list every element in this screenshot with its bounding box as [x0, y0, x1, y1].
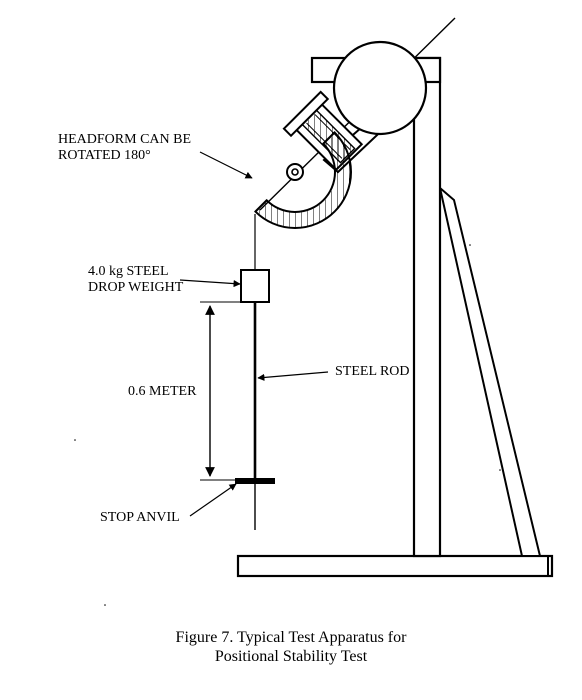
caption-line1: Figure 7. Typical Test Apparatus for [176, 629, 407, 646]
label-weight-l2: DROP WEIGHT [88, 280, 183, 296]
label-stopanvil: STOP ANVIL [100, 510, 180, 526]
dimension-arrow [200, 302, 241, 480]
back-brace [440, 188, 540, 556]
label-weight-l1: 4.0 kg STEEL [88, 264, 169, 280]
diagram-canvas: HEADFORM CAN BE ROTATED 180° 4.0 kg STEE… [0, 0, 582, 700]
caption-line2: Positional Stability Test [215, 648, 367, 665]
label-headform-l2: ROTATED 180° [58, 148, 151, 164]
leader-steelrod [258, 372, 328, 378]
drop-weight [241, 270, 269, 302]
vertical-column [414, 58, 440, 556]
leader-stopanvil [190, 484, 236, 516]
figure-caption: Figure 7. Typical Test Apparatus for Pos… [0, 628, 582, 666]
leader-headform [200, 152, 252, 178]
headform-sphere [334, 42, 426, 134]
label-distance: 0.6 METER [128, 384, 196, 400]
label-steelrod: STEEL ROD [335, 364, 410, 380]
diagram-svg [0, 0, 582, 700]
label-headform-l1: HEADFORM CAN BE [58, 132, 191, 148]
base-platform [238, 556, 552, 576]
leader-weight [180, 280, 240, 284]
stop-anvil [235, 478, 275, 530]
